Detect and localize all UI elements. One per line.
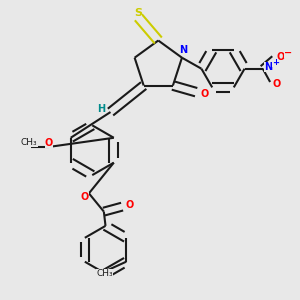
Text: O: O: [81, 192, 89, 202]
Text: N: N: [264, 62, 272, 72]
Text: O: O: [45, 138, 53, 148]
Text: N: N: [180, 45, 188, 56]
Text: O: O: [277, 52, 285, 62]
Text: CH₃: CH₃: [21, 138, 38, 147]
Text: CH₃: CH₃: [96, 269, 113, 278]
Text: O: O: [125, 200, 134, 210]
Text: O: O: [273, 79, 281, 88]
Text: −: −: [284, 48, 292, 58]
Text: +: +: [272, 58, 279, 67]
Text: S: S: [134, 8, 142, 18]
Text: O: O: [200, 89, 208, 99]
Text: H: H: [97, 104, 105, 114]
